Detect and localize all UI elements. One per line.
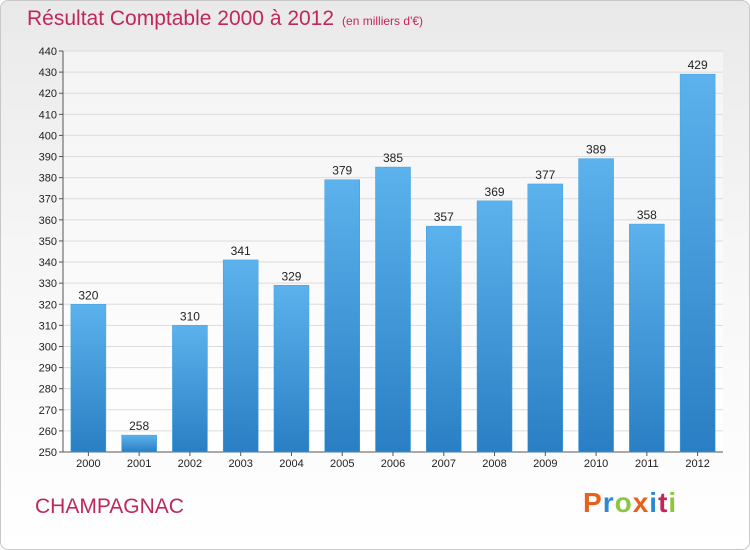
- y-tick-label: 290: [39, 363, 57, 375]
- chart-title: Résultat Comptable 2000 à 2012 (en millie…: [27, 7, 423, 31]
- x-tick-label: 2009: [533, 458, 557, 470]
- data-label: 385: [383, 151, 403, 165]
- x-tick-label: 2001: [127, 458, 151, 470]
- y-tick-label: 280: [39, 384, 57, 396]
- bar: [426, 225, 462, 453]
- bar: [121, 434, 157, 453]
- x-tick-label: 2010: [584, 458, 608, 470]
- x-tick-label: 2008: [482, 458, 506, 470]
- logo-letter: x: [632, 487, 650, 518]
- bar: [679, 73, 716, 453]
- bar: [324, 179, 360, 453]
- chart-subtitle: (en milliers d'€): [342, 14, 424, 28]
- data-label: 310: [180, 309, 200, 323]
- data-label: 320: [78, 288, 98, 302]
- data-label: 377: [535, 168, 555, 182]
- y-tick-label: 360: [39, 215, 57, 227]
- y-tick-label: 370: [39, 194, 57, 206]
- bar: [70, 304, 107, 453]
- x-tick-label: 2011: [635, 458, 659, 470]
- logo-letter: r: [602, 487, 615, 518]
- y-tick-label: 390: [39, 152, 57, 164]
- x-tick-label: 2003: [228, 458, 252, 470]
- data-label: 258: [129, 419, 149, 433]
- logo-letter: t: [658, 487, 669, 518]
- data-label: 429: [688, 58, 708, 72]
- y-tick-label: 270: [39, 405, 57, 417]
- y-tick-label: 250: [39, 447, 57, 459]
- y-tick-label: 320: [39, 299, 57, 311]
- logo-letter: i: [668, 487, 678, 518]
- bar: [527, 183, 564, 453]
- logo-letter: i: [649, 487, 659, 518]
- chart-title-text: Résultat Comptable 2000 à 2012: [27, 7, 335, 30]
- bar: [578, 158, 614, 453]
- data-label: 389: [586, 143, 606, 157]
- y-tick-label: 330: [39, 278, 57, 290]
- bar: [629, 223, 665, 453]
- x-tick-label: 2006: [381, 458, 405, 470]
- data-label: 358: [637, 208, 657, 222]
- x-tick-label: 2005: [330, 458, 354, 470]
- x-tick-label: 2000: [76, 458, 100, 470]
- y-tick-label: 400: [39, 130, 57, 142]
- y-tick-label: 420: [39, 88, 57, 100]
- y-tick-label: 340: [39, 257, 57, 269]
- y-tick-label: 300: [39, 341, 57, 353]
- bar: [273, 285, 310, 453]
- y-tick-label: 350: [39, 236, 57, 248]
- logo-letter: o: [614, 487, 633, 518]
- y-tick-label: 310: [39, 320, 57, 332]
- bar: [375, 166, 411, 453]
- data-label: 369: [485, 185, 505, 199]
- x-tick-label: 2007: [432, 458, 456, 470]
- y-tick-label: 260: [39, 426, 57, 438]
- y-tick-label: 410: [39, 109, 57, 121]
- logo-letter: P: [583, 487, 603, 518]
- bar: [172, 325, 208, 453]
- data-label: 357: [434, 210, 454, 224]
- x-tick-label: 2012: [685, 458, 709, 470]
- proxiti-logo: Proxiti: [583, 487, 677, 519]
- bar: [476, 200, 513, 453]
- y-tick-label: 430: [39, 67, 57, 79]
- bar: [222, 259, 259, 453]
- data-label: 379: [332, 164, 352, 178]
- commune-name: CHAMPAGNAC: [35, 495, 184, 518]
- data-label: 341: [231, 244, 251, 258]
- x-tick-label: 2002: [178, 458, 202, 470]
- x-tick-label: 2004: [279, 458, 303, 470]
- data-label: 329: [281, 269, 301, 283]
- y-tick-label: 380: [39, 173, 57, 185]
- y-tick-label: 440: [39, 46, 57, 58]
